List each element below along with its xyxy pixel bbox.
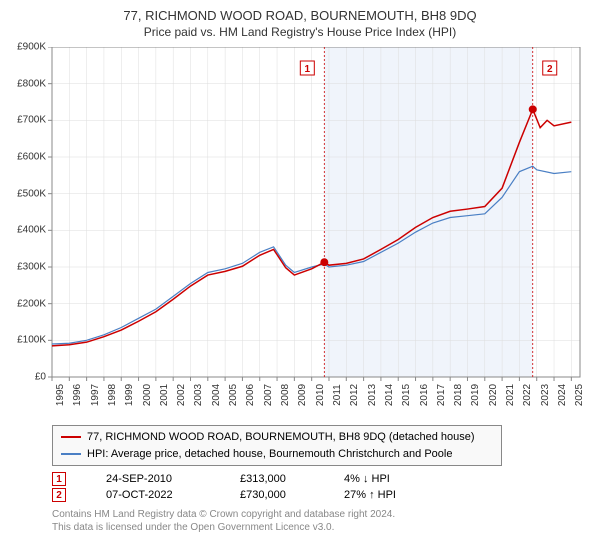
x-tick-label: 1995 bbox=[55, 384, 66, 406]
footer: Contains HM Land Registry data © Crown c… bbox=[52, 508, 588, 534]
transaction-pct: 27% ↑ HPI bbox=[344, 489, 454, 501]
transaction-price: £730,000 bbox=[240, 489, 330, 501]
x-tick-label: 2016 bbox=[419, 384, 430, 406]
x-tick-label: 2012 bbox=[349, 384, 360, 406]
y-tick-label: £900K bbox=[17, 42, 46, 53]
legend: 77, RICHMOND WOOD ROAD, BOURNEMOUTH, BH8… bbox=[52, 425, 502, 466]
transaction-row: 1 24-SEP-2010 £313,000 4% ↓ HPI bbox=[52, 472, 588, 486]
x-tick-label: 2022 bbox=[522, 384, 533, 406]
legend-label: HPI: Average price, detached house, Bour… bbox=[87, 446, 452, 463]
chart-title: 77, RICHMOND WOOD ROAD, BOURNEMOUTH, BH8… bbox=[12, 8, 588, 23]
x-tick-label: 2019 bbox=[470, 384, 481, 406]
y-tick-label: £100K bbox=[17, 335, 46, 346]
transaction-row: 2 07-OCT-2022 £730,000 27% ↑ HPI bbox=[52, 488, 588, 502]
x-tick-label: 2009 bbox=[297, 384, 308, 406]
x-tick-label: 2006 bbox=[245, 384, 256, 406]
transaction-pct: 4% ↓ HPI bbox=[344, 473, 454, 485]
x-tick-label: 2008 bbox=[280, 384, 291, 406]
x-tick-label: 2004 bbox=[211, 384, 222, 406]
x-tick-label: 2023 bbox=[540, 384, 551, 406]
legend-swatch bbox=[61, 436, 81, 438]
x-tick-label: 2005 bbox=[228, 384, 239, 406]
x-tick-label: 1998 bbox=[107, 384, 118, 406]
svg-text:1: 1 bbox=[305, 64, 311, 75]
x-tick-label: 2024 bbox=[557, 384, 568, 406]
x-tick-label: 1997 bbox=[90, 384, 101, 406]
transaction-marker: 1 bbox=[52, 472, 66, 486]
x-tick-label: 2025 bbox=[574, 384, 585, 406]
transaction-date: 24-SEP-2010 bbox=[106, 473, 226, 485]
x-tick-label: 2015 bbox=[401, 384, 412, 406]
y-tick-label: £400K bbox=[17, 225, 46, 236]
y-tick-label: £0 bbox=[35, 372, 46, 383]
legend-label: 77, RICHMOND WOOD ROAD, BOURNEMOUTH, BH8… bbox=[87, 429, 475, 446]
chart-area: 12 £0£100K£200K£300K£400K£500K£600K£700K… bbox=[12, 47, 588, 417]
x-tick-label: 2003 bbox=[193, 384, 204, 406]
legend-item: HPI: Average price, detached house, Bour… bbox=[61, 446, 493, 463]
y-tick-label: £300K bbox=[17, 262, 46, 273]
x-tick-label: 2018 bbox=[453, 384, 464, 406]
x-tick-label: 2002 bbox=[176, 384, 187, 406]
legend-swatch bbox=[61, 453, 81, 455]
y-tick-label: £600K bbox=[17, 152, 46, 163]
x-tick-label: 2007 bbox=[263, 384, 274, 406]
chart-subtitle: Price paid vs. HM Land Registry's House … bbox=[12, 25, 588, 39]
y-tick-label: £200K bbox=[17, 298, 46, 309]
x-tick-label: 2010 bbox=[315, 384, 326, 406]
legend-item: 77, RICHMOND WOOD ROAD, BOURNEMOUTH, BH8… bbox=[61, 429, 493, 446]
footer-copyright: Contains HM Land Registry data © Crown c… bbox=[52, 508, 588, 521]
x-tick-label: 2021 bbox=[505, 384, 516, 406]
x-tick-label: 1996 bbox=[72, 384, 83, 406]
x-tick-label: 2011 bbox=[332, 384, 343, 406]
y-tick-label: £500K bbox=[17, 188, 46, 199]
x-tick-label: 2001 bbox=[159, 384, 170, 406]
x-tick-label: 1999 bbox=[124, 384, 135, 406]
chart-svg: 12 bbox=[12, 47, 588, 417]
x-tick-label: 2020 bbox=[488, 384, 499, 406]
svg-text:2: 2 bbox=[547, 64, 553, 75]
x-tick-label: 2017 bbox=[436, 384, 447, 406]
transaction-date: 07-OCT-2022 bbox=[106, 489, 226, 501]
x-tick-label: 2000 bbox=[142, 384, 153, 406]
x-tick-label: 2013 bbox=[367, 384, 378, 406]
y-tick-label: £800K bbox=[17, 78, 46, 89]
footer-license: This data is licensed under the Open Gov… bbox=[52, 521, 588, 534]
y-tick-label: £700K bbox=[17, 115, 46, 126]
transaction-price: £313,000 bbox=[240, 473, 330, 485]
transaction-marker: 2 bbox=[52, 488, 66, 502]
x-tick-label: 2014 bbox=[384, 384, 395, 406]
